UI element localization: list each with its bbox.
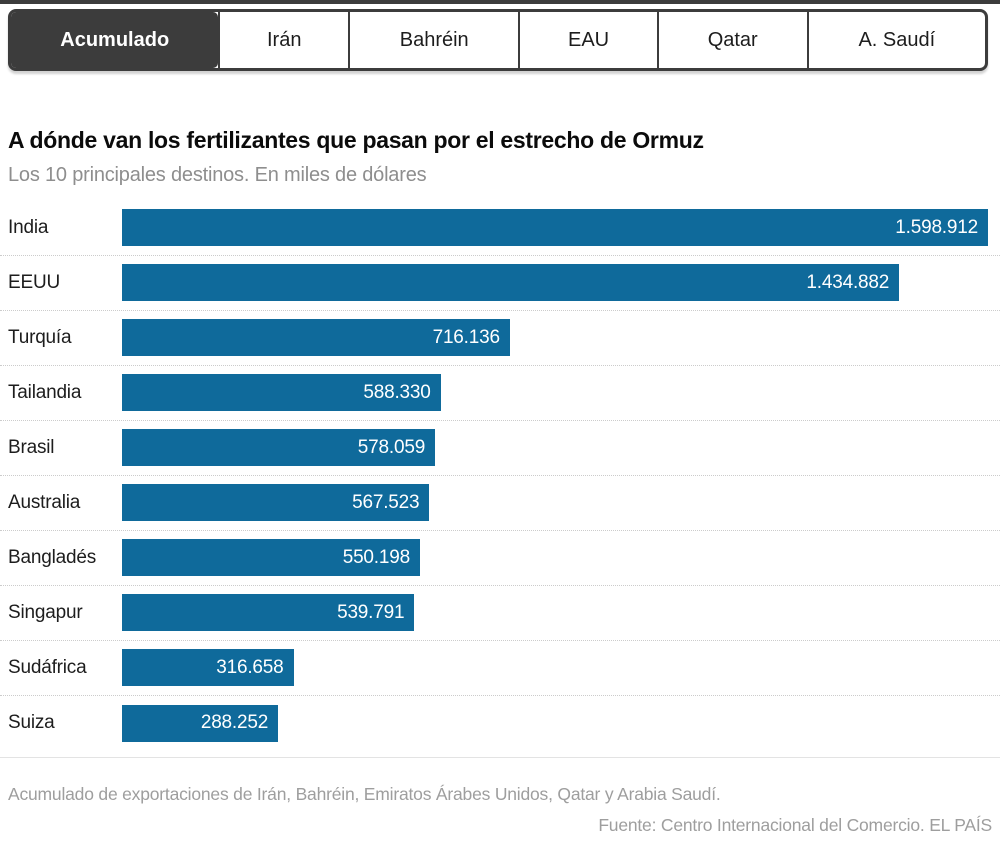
chart-title: A dónde van los fertilizantes que pasan … — [8, 127, 704, 153]
bar-value-label: 1.434.882 — [806, 271, 890, 293]
chart-footer: Acumulado de exportaciones de Irán, Bahr… — [0, 756, 1000, 836]
bar-chart: India 1.598.912 EEUU 1.434.882 Turquía 716.13… — [0, 201, 1000, 751]
bar-track: 716.136 — [122, 319, 1000, 357]
bar-value-label: 550.198 — [342, 546, 410, 568]
chart-row: India 1.598.912 — [0, 201, 1000, 256]
bar-track: 316.658 — [122, 649, 1000, 687]
bar: 578.059 — [122, 429, 436, 467]
tab-acumulado[interactable]: Acumulado — [11, 12, 219, 68]
bar-track: 567.523 — [122, 484, 1000, 522]
chart-header: A dónde van los fertilizantes que pasan … — [8, 127, 992, 187]
bar: 316.658 — [122, 649, 294, 687]
bar-category-label: Singapur — [8, 601, 83, 623]
bar-value-label: 567.523 — [352, 491, 420, 513]
chart-row: Bangladés 550.198 — [0, 531, 1000, 586]
chart-row: Singapur 539.791 — [0, 586, 1000, 641]
chart-row: Australia 567.523 — [0, 476, 1000, 531]
bar-category-label: Suiza — [8, 712, 55, 734]
bar-category-label: Sudáfrica — [8, 656, 87, 678]
bar-category-label: Australia — [8, 491, 81, 513]
bar-value-label: 716.136 — [432, 326, 500, 348]
bar: 567.523 — [122, 484, 430, 522]
tab-iran[interactable]: Irán — [218, 12, 348, 68]
bar: 288.252 — [122, 704, 279, 742]
top-rule — [0, 0, 1000, 4]
bar-value-label: 578.059 — [357, 436, 426, 458]
chart-row: Brasil 578.059 — [0, 421, 1000, 476]
bar-category-label: EEUU — [8, 271, 60, 293]
chart-row: Tailandia 588.330 — [0, 366, 1000, 421]
chart-row: EEUU 1.434.882 — [0, 256, 1000, 311]
tab-qatar[interactable]: Qatar — [656, 12, 807, 68]
bar-category-label: Tailandia — [8, 381, 82, 403]
bar: 588.330 — [122, 374, 441, 412]
bar-value-label: 539.791 — [337, 601, 405, 623]
bar-category-label: Bangladés — [8, 546, 96, 568]
bar-category-label: Brasil — [8, 436, 55, 458]
bar-category-label: India — [8, 216, 49, 238]
bar-track: 539.791 — [122, 594, 1000, 632]
footer-note: Acumulado de exportaciones de Irán, Bahr… — [8, 783, 721, 804]
bar: 1.434.882 — [122, 264, 900, 302]
tab-bahrein[interactable]: Bahréin — [347, 12, 518, 68]
chart-row: Turquía 716.136 — [0, 311, 1000, 366]
tab-eau[interactable]: EAU — [518, 12, 656, 68]
bar-track: 1.434.882 — [122, 264, 1000, 302]
bar-track: 578.059 — [122, 429, 1000, 467]
chart-row: Suiza 288.252 — [0, 696, 1000, 751]
bar-track: 588.330 — [122, 374, 1000, 412]
bar-value-label: 1.598.912 — [895, 216, 978, 238]
bar-track: 550.198 — [122, 539, 1000, 577]
bar-category-label: Turquía — [8, 326, 72, 348]
tab-a-saudi[interactable]: A. Saudí — [806, 12, 985, 68]
chart-row: Sudáfrica 316.658 — [0, 641, 1000, 696]
bar-value-label: 288.252 — [200, 712, 269, 734]
bar-track: 288.252 — [122, 704, 1000, 742]
tab-bar: Acumulado Irán Bahréin EAU Qatar A. Saud… — [8, 9, 988, 71]
chart-subtitle: Los 10 principales destinos. En miles de… — [8, 163, 427, 186]
bar-track: 1.598.912 — [122, 209, 1000, 247]
bar: 716.136 — [122, 319, 510, 357]
bar: 550.198 — [122, 539, 420, 577]
footer-source: Fuente: Centro Internacional del Comerci… — [598, 814, 992, 835]
bar-value-label: 316.658 — [216, 656, 284, 678]
bar: 1.598.912 — [122, 209, 988, 247]
bar-value-label: 588.330 — [363, 381, 431, 403]
bar: 539.791 — [122, 594, 415, 632]
